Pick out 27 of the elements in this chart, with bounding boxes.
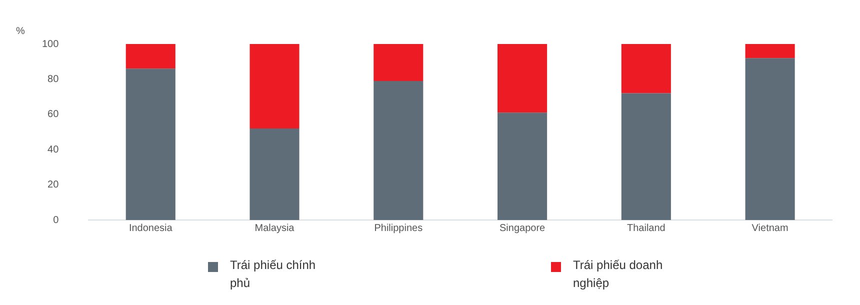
- y-tick-label: 100: [42, 38, 60, 50]
- bar: [374, 44, 424, 81]
- x-tick-label: Indonesia: [128, 222, 173, 234]
- bar: [250, 44, 300, 128]
- x-tick-label: Singapore: [499, 222, 546, 234]
- y-tick-label: 60: [48, 109, 60, 120]
- y-tick-label: 0: [53, 214, 60, 226]
- y-tick-label: 40: [48, 144, 60, 156]
- bar: [621, 44, 671, 94]
- y-axis-title: %: [16, 26, 25, 37]
- legend-label: Trái phiếu chính phủ: [230, 257, 317, 292]
- bar: [745, 44, 795, 58]
- x-tick-label: Thailand: [626, 222, 666, 234]
- bar: [745, 58, 795, 220]
- bar: [250, 128, 300, 220]
- bar: [498, 112, 548, 220]
- bar: [621, 93, 671, 220]
- bar: [374, 80, 424, 220]
- bar: [126, 44, 176, 69]
- x-tick-label: Malaysia: [254, 222, 295, 234]
- bar: [498, 44, 548, 113]
- y-tick-label: 80: [48, 74, 60, 85]
- bar: [126, 68, 176, 220]
- x-tick-label: Vietnam: [752, 222, 788, 234]
- legend-label: Trái phiếu doanh nghiệp: [573, 257, 664, 292]
- y-tick-label: 20: [48, 180, 60, 191]
- x-tick-label: Philippines: [374, 222, 423, 234]
